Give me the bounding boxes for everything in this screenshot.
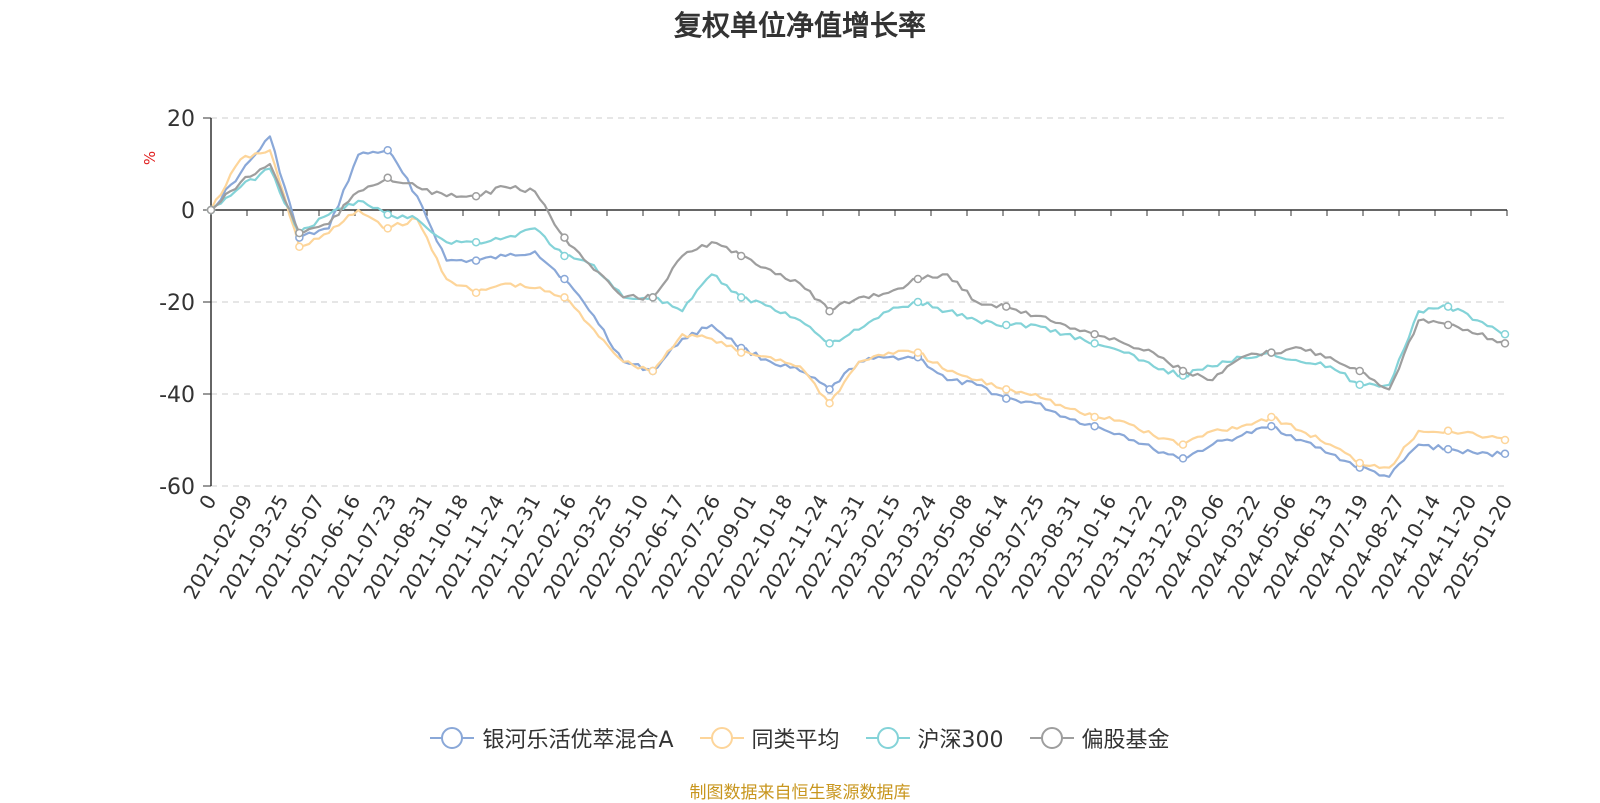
data-point — [1355, 366, 1364, 376]
series-line — [210, 135, 1508, 478]
legend: 银河乐活优萃混合A 同类平均 沪深300 偏股基金 — [0, 722, 1600, 754]
data-point — [648, 293, 658, 302]
data-point — [1178, 454, 1188, 463]
data-point — [1267, 348, 1276, 357]
y-tick-label: -20 — [159, 291, 195, 316]
data-point — [471, 288, 481, 298]
data-point — [648, 366, 658, 376]
data-point — [1090, 329, 1099, 339]
data-point — [1002, 320, 1011, 330]
data-point — [1002, 394, 1011, 403]
chart-title: 复权单位净值增长率 — [673, 9, 926, 42]
data-point — [1355, 380, 1364, 390]
y-tick-label: 0 — [181, 199, 195, 224]
data-point — [825, 339, 834, 348]
legend-swatch-icon — [1029, 726, 1074, 750]
series-markers — [206, 145, 1510, 472]
data-point — [1443, 320, 1453, 330]
data-point — [1002, 302, 1011, 311]
data-point — [1090, 412, 1099, 422]
legend-label: 沪深300 — [917, 728, 1004, 753]
series-line — [210, 162, 1508, 391]
x-tick-label: 0 — [194, 491, 221, 514]
series-line — [210, 149, 1508, 469]
data-point — [1500, 449, 1510, 459]
legend-item[interactable]: 同类平均 — [699, 722, 840, 754]
data-point — [913, 274, 923, 284]
y-tick-label: -60 — [159, 475, 195, 500]
data-point — [1443, 426, 1453, 436]
legend-label: 银河乐活优萃混合A — [482, 728, 674, 753]
data-point — [383, 145, 392, 155]
data-point — [1267, 412, 1276, 422]
data-point — [295, 242, 304, 252]
y-tick-label: 20 — [167, 107, 195, 132]
data-point — [471, 237, 481, 247]
data-point — [736, 293, 746, 302]
data-point — [1178, 366, 1188, 376]
data-point — [1090, 421, 1099, 431]
data-point — [1443, 444, 1453, 454]
axes — [203, 117, 1508, 487]
legend-label: 同类平均 — [751, 728, 840, 753]
gridlines — [211, 117, 1507, 487]
data-point — [383, 224, 392, 233]
data-point — [1500, 435, 1510, 445]
data-point — [206, 205, 216, 215]
series-line — [210, 167, 1508, 388]
data-point — [560, 233, 569, 242]
data-source-note: 制图数据来自恒生聚源数据库 — [689, 783, 911, 803]
data-point — [736, 251, 746, 261]
data-point — [560, 293, 569, 302]
data-point — [383, 210, 392, 219]
data-point — [560, 251, 569, 261]
legend-swatch-icon — [865, 726, 910, 750]
data-point — [825, 306, 834, 316]
data-point — [471, 191, 481, 201]
data-point — [1002, 385, 1011, 394]
y-axis-label: % — [141, 151, 159, 165]
data-point — [471, 256, 481, 265]
data-point — [1500, 329, 1510, 339]
data-point — [295, 228, 304, 238]
legend-item[interactable]: 偏股基金 — [1029, 722, 1170, 754]
data-point — [383, 173, 392, 183]
y-tick-label: -40 — [159, 383, 195, 408]
data-point — [560, 274, 569, 284]
legend-swatch-icon — [699, 726, 744, 750]
data-point — [825, 398, 834, 408]
data-point — [1355, 458, 1364, 468]
data-point — [913, 348, 923, 357]
data-point — [1178, 440, 1188, 449]
data-point — [1443, 302, 1453, 311]
legend-item[interactable]: 沪深300 — [865, 722, 1004, 754]
series-lines — [210, 135, 1508, 478]
data-point — [913, 297, 923, 307]
legend-item[interactable]: 银河乐活优萃混合A — [430, 722, 674, 754]
data-point — [736, 348, 746, 357]
legend-swatch-icon — [430, 726, 475, 750]
data-point — [1090, 339, 1099, 348]
data-point — [1500, 339, 1510, 348]
legend-label: 偏股基金 — [1081, 728, 1170, 753]
data-point — [1267, 421, 1276, 431]
data-point — [825, 385, 834, 394]
